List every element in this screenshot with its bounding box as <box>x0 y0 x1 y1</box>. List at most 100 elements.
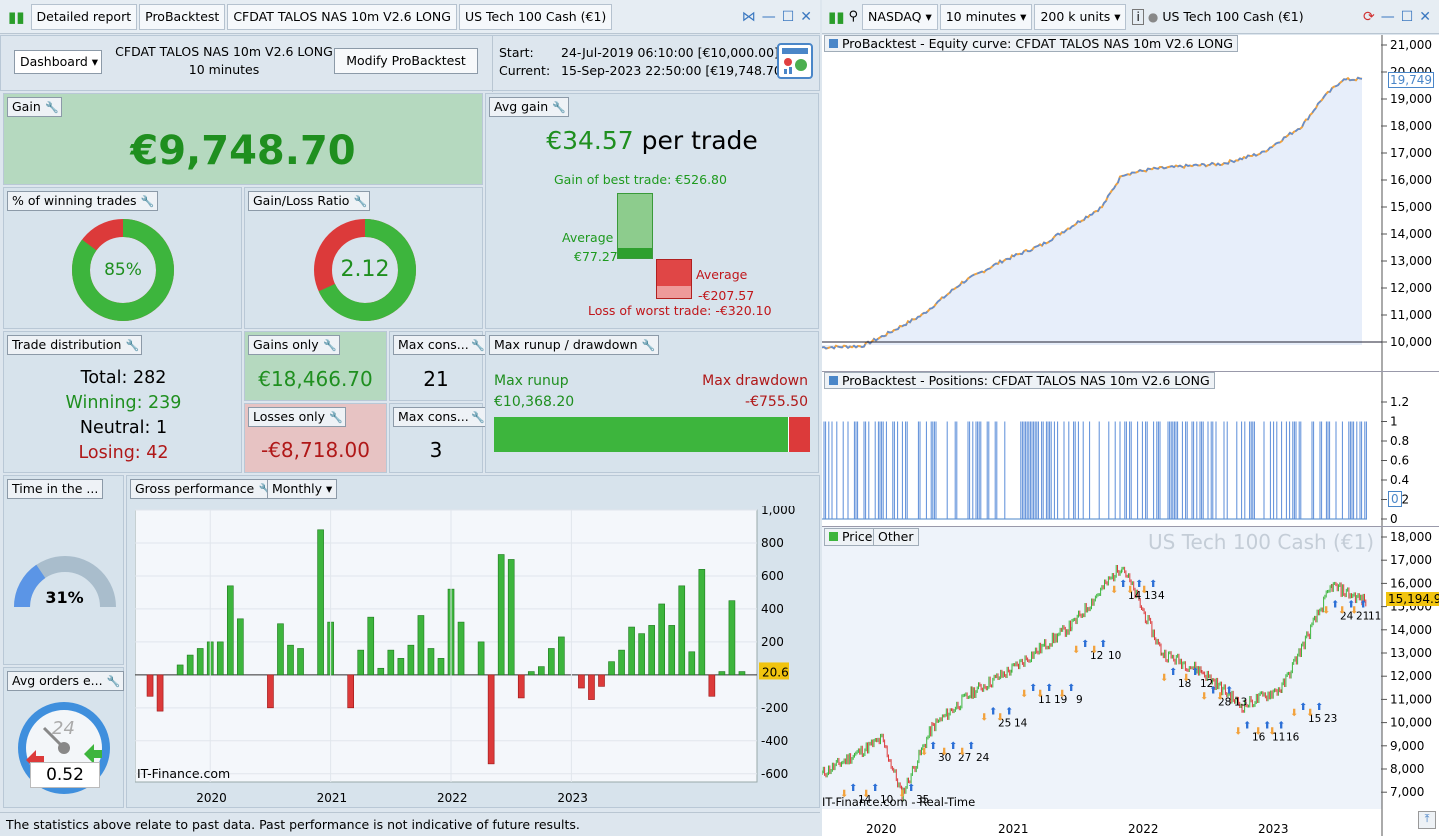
tab-detailed-report[interactable]: Detailed report <box>30 3 138 30</box>
y-tick-label: -200 <box>761 701 788 715</box>
sell-arrow-icon: ⬇ <box>920 747 928 758</box>
bar <box>658 603 666 676</box>
gain-title[interactable]: Gain 🔧 <box>7 97 62 117</box>
runup-drawdown-panel: Max runup / drawdown 🔧 Max runup €10,368.… <box>485 331 819 473</box>
runup-drawdown-bar <box>494 417 810 452</box>
buy-arrow-icon: ⬆ <box>1119 579 1127 590</box>
bar <box>196 648 204 676</box>
runup-drawdown-title[interactable]: Max runup / drawdown 🔧 <box>489 335 659 355</box>
time-in-market-title[interactable]: Time in the ... <box>7 479 104 499</box>
tab-instrument[interactable]: US Tech 100 Cash (€1) <box>458 3 613 30</box>
price-tab[interactable]: Price <box>824 528 878 546</box>
share-icon[interactable]: ⋈ <box>741 8 756 25</box>
trade-label: 10 <box>880 794 893 806</box>
minimize-icon[interactable]: — <box>761 8 776 25</box>
period-select[interactable]: Monthly ▾ <box>267 479 338 499</box>
buy-arrow-icon: ⬆ <box>1005 706 1013 717</box>
scroll-top-icon[interactable]: ⤒ <box>1418 811 1436 829</box>
buy-arrow-icon: ⬆ <box>1263 720 1271 731</box>
gl-ratio-title[interactable]: Gain/Loss Ratio 🔧 <box>248 191 371 211</box>
other-tab[interactable]: Other <box>873 528 919 546</box>
dashboard-select[interactable]: Dashboard ▾ <box>14 50 102 74</box>
start-label: Start: <box>499 45 534 60</box>
total-trades: Total: 282 <box>80 368 167 388</box>
refresh-icon[interactable]: ⟳ <box>1362 8 1375 25</box>
max-runup-value: €10,368.20 <box>494 394 575 410</box>
best-trade: Gain of best trade: €526.80 <box>554 172 727 187</box>
avg-orders-value: 0.52 <box>30 762 100 788</box>
bar <box>186 654 194 676</box>
bar <box>427 648 435 676</box>
chart-type-icon[interactable]: ▮▮ <box>828 7 845 26</box>
bar <box>618 649 625 676</box>
bar <box>497 554 505 676</box>
max-cons-win-value: 21 <box>423 367 449 391</box>
bar <box>267 674 274 709</box>
bar <box>237 618 244 676</box>
maximize-icon[interactable]: ☐ <box>781 8 795 25</box>
bar <box>317 529 324 676</box>
tab-system[interactable]: CFDAT TALOS NAS 10m V2.6 LONG <box>227 3 457 30</box>
tab-probacktest[interactable]: ProBacktest <box>139 3 226 30</box>
losses-only-title[interactable]: Losses only 🔧 <box>248 407 347 427</box>
minimize-icon[interactable]: — <box>1380 8 1395 25</box>
chart-type-icon[interactable]: ▮▮ <box>8 7 25 26</box>
max-cons-win-title[interactable]: Max cons... 🔧 <box>393 335 488 355</box>
sell-arrow-icon: ⬇ <box>1058 689 1066 700</box>
y-tick-label: 0.8 <box>1390 434 1409 448</box>
avg-positive-value: €77.27 <box>574 249 618 264</box>
winning-trades-title[interactable]: % of winning trades 🔧 <box>7 191 158 211</box>
buy-arrow-icon: ⬆ <box>1135 579 1143 590</box>
units-select[interactable]: 200 k units ▾ <box>1034 3 1127 30</box>
gross-performance-panel: Gross performance 🔧 Monthly ▾ 1,000 800 600… <box>126 475 820 808</box>
link-icon[interactable]: ⚲ <box>848 9 859 24</box>
trade-label: 24 <box>976 752 990 764</box>
sell-arrow-icon: ⬇ <box>1306 708 1314 719</box>
y-tick-label: 12,000 <box>1390 281 1432 295</box>
max-cons-loss-title[interactable]: Max cons... 🔧 <box>393 407 488 427</box>
bar <box>387 649 395 676</box>
market-select[interactable]: NASDAQ ▾ <box>862 3 938 30</box>
buy-arrow-icon: ⬆ <box>1315 702 1323 713</box>
y-tick-label: 8,000 <box>1390 762 1424 776</box>
info-icon[interactable]: i <box>1132 8 1144 25</box>
bar <box>698 569 706 676</box>
sell-arrow-icon: ⬇ <box>1268 726 1276 737</box>
x-tick-label: 2022 <box>1128 822 1159 836</box>
y-tick-label: 12,000 <box>1390 669 1432 683</box>
modify-probacktest-button[interactable]: Modify ProBacktest <box>334 48 478 74</box>
gains-only-title[interactable]: Gains only 🔧 <box>248 335 340 355</box>
sell-arrow-icon: ⬇ <box>1160 673 1168 684</box>
y-tick-label: 800 <box>761 536 784 550</box>
y-tick-label: 19,000 <box>1390 92 1432 106</box>
gross-performance-title[interactable]: Gross performance 🔧 <box>130 479 276 499</box>
close-icon[interactable]: ✕ <box>800 8 812 25</box>
winning-trades-panel: % of winning trades 🔧 85% <box>3 187 242 329</box>
avg-orders-title[interactable]: Avg orders e... 🔧 <box>7 671 124 691</box>
bar <box>558 636 565 676</box>
winning-trades: Winning: 239 <box>65 393 182 413</box>
bar <box>437 658 445 676</box>
bar <box>668 625 676 676</box>
time-gauge <box>13 556 116 608</box>
sell-arrow-icon: ⬇ <box>1072 645 1080 656</box>
close-icon[interactable]: ✕ <box>1419 8 1431 25</box>
avg-gain-title[interactable]: Avg gain 🔧 <box>489 97 570 117</box>
maximize-icon[interactable]: ☐ <box>1400 8 1414 25</box>
positions-title[interactable]: ProBacktest - Positions: CFDAT TALOS NAS… <box>824 372 1215 389</box>
sell-arrow-icon: ⬇ <box>1126 585 1134 596</box>
equity-title[interactable]: ProBacktest - Equity curve: CFDAT TALOS … <box>824 35 1238 52</box>
avg-orders-dial-number: 24 <box>52 718 75 739</box>
trade-label: 21 <box>1356 611 1369 623</box>
bar <box>287 644 294 676</box>
trade-label: 11 <box>1272 731 1285 743</box>
buy-arrow-icon: ⬆ <box>1359 600 1367 611</box>
report-settings-icon[interactable] <box>777 43 813 79</box>
instrument-label: US Tech 100 Cash (€1) <box>1162 9 1304 24</box>
timeframe-select[interactable]: 10 minutes ▾ <box>939 3 1033 30</box>
bar <box>397 658 405 676</box>
trade-distribution-title[interactable]: Trade distribution 🔧 <box>7 335 143 355</box>
buy-arrow-icon: ⬆ <box>1099 639 1107 650</box>
trade-label: 23 <box>1324 713 1337 725</box>
trade-label: 27 <box>958 752 971 764</box>
